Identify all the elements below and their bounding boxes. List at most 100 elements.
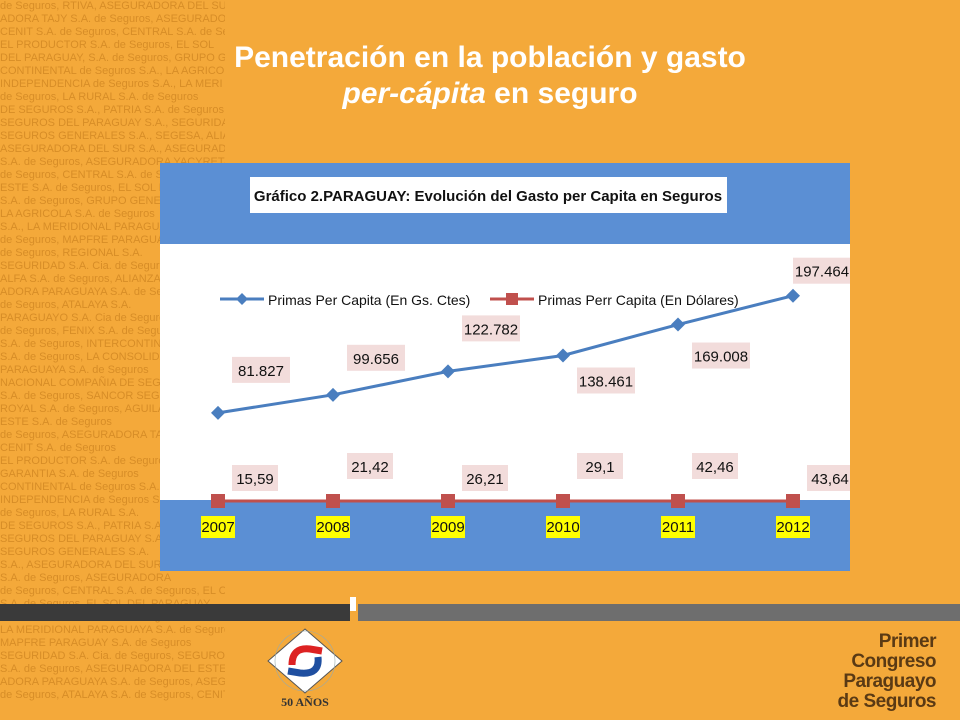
series-1-label-box bbox=[462, 315, 520, 342]
chart-title: Gráfico 2.PARAGUAY: Evolución del Gasto … bbox=[254, 188, 722, 205]
background-text-line: NACIONAL COMPAÑIA DE SEGUROS bbox=[0, 377, 193, 389]
background-text-line: CENIT S.A. de Seguros, CENTRAL S.A. de S… bbox=[0, 26, 225, 38]
background-text-line: S.A. de Seguros, SANCOR SEGUROS bbox=[0, 390, 192, 402]
background-text-line: de Seguros, RTIVA, ASEGURADORA DEL SUR bbox=[0, 0, 225, 12]
series-2-point bbox=[326, 494, 340, 508]
background-text-line: de Seguros, ATALAYA S.A. de Seguros, CEN… bbox=[0, 689, 225, 701]
background-text-line: ADORA PARAGUAYA S.A. de Seguros, ASEGURA… bbox=[0, 676, 225, 688]
category-label-box bbox=[316, 516, 350, 538]
background-text-line: CONTINENTAL de Seguros S.A. bbox=[0, 481, 160, 493]
series-1-point bbox=[326, 387, 340, 402]
legend-label-series-2: Primas Perr Capita (En Dólares) bbox=[538, 292, 739, 308]
event-name-line: de Seguros bbox=[837, 691, 937, 712]
background-text-line: LA AGRICOLA S.A. de Seguros bbox=[0, 208, 155, 220]
background-text-line: ROYAL S.A. de Seguros, AGUILA bbox=[0, 403, 166, 415]
background-text-line: de Seguros, CENTRAL S.A. de Seguros bbox=[0, 169, 197, 181]
series-1-point bbox=[671, 317, 685, 332]
series-2-point bbox=[671, 494, 685, 508]
background-text-line: de Seguros, LA RURAL S.A. bbox=[0, 507, 139, 519]
background-text-line: de Seguros, REGIONAL S.A. bbox=[0, 247, 143, 259]
background-text-line: S.A. de Seguros, LA CONSOLIDADA bbox=[0, 351, 183, 363]
category-label-box bbox=[431, 516, 465, 538]
background-text-line: ASEGURADORA DEL SUR S.A., ASEGURADORA bbox=[0, 143, 225, 155]
category-label: 2012 bbox=[776, 519, 809, 536]
category-label: 2008 bbox=[316, 519, 349, 536]
category-label-box bbox=[546, 516, 580, 538]
logo-diamond bbox=[267, 628, 343, 694]
series-2-data-label: 29,1 bbox=[585, 459, 614, 476]
slide-title-line2: per-cápita en seguro bbox=[160, 76, 820, 112]
background-text-line: SEGUROS GENERALES S.A., SEGESA, ALIANZA bbox=[0, 130, 225, 142]
association-logo bbox=[267, 628, 343, 694]
background-text-line: ADORA TAJY S.A. de Seguros, ASEGURADORA bbox=[0, 13, 225, 25]
series-1-label-box bbox=[692, 342, 750, 369]
slide-title-rest: en seguro bbox=[485, 77, 638, 110]
slide-title: Penetración en la población y gasto per-… bbox=[160, 40, 820, 112]
series-1-line bbox=[217, 294, 794, 415]
event-name-line: Primer bbox=[878, 631, 937, 652]
background-text-line: PARAGUAYA S.A. de Seguros bbox=[0, 364, 149, 376]
background-text-line: MAPFRE PARAGUAY S.A. de Seguros bbox=[0, 637, 192, 649]
series-2-point bbox=[441, 494, 455, 508]
background-text-line: de Seguros, CENTRAL S.A. de Seguros, EL … bbox=[0, 585, 225, 597]
chart-svg: Gráfico 2.PARAGUAY: Evolución del Gasto … bbox=[160, 177, 850, 538]
series-2-point bbox=[786, 494, 800, 508]
series-2-data-label: 15,59 bbox=[236, 471, 274, 488]
footer-bar-light bbox=[358, 604, 960, 621]
background-text-line: S.A., ASEGURADORA DEL SUR bbox=[0, 559, 162, 571]
background-text-line: EL PRODUCTOR S.A. de Seguros, EL SOL bbox=[0, 39, 215, 51]
series-1-point bbox=[441, 364, 455, 379]
background-text-line: PARAGUAYO S.A. Cia de Seguros bbox=[0, 312, 171, 324]
event-name-line: Congreso bbox=[851, 651, 936, 672]
series-1-data-label: 169.008 bbox=[694, 349, 748, 366]
background-text-line: SEGURIDAD S.A. Cia. de Seguros, SEGUROS … bbox=[0, 650, 225, 662]
background-text-line: DEL PARAGUAY, S.A. de Seguros, GRUPO GEN bbox=[0, 52, 225, 64]
series-1-label-box bbox=[577, 367, 635, 394]
background-text-line: SEGURIDAD S.A. Cia. de Seguros bbox=[0, 260, 172, 272]
series-2-point bbox=[211, 494, 225, 508]
background-text-line: INDEPENDENCIA de Seguros S.A., LA MERI bbox=[0, 78, 223, 90]
category-label: 2009 bbox=[431, 519, 464, 536]
series-2-label-box bbox=[807, 465, 850, 491]
series-2-label-box bbox=[462, 465, 508, 491]
series-2-data-label: 26,21 bbox=[466, 471, 504, 488]
series-1-point bbox=[786, 288, 800, 303]
chart-panel: Gráfico 2.PARAGUAY: Evolución del Gasto … bbox=[160, 163, 850, 571]
series-1-data-label: 81.827 bbox=[238, 363, 284, 380]
background-text-line: de Seguros, ASEGURADORA TAJY bbox=[0, 429, 176, 441]
background-text-line: de Seguros, MAPFRE PARAGUAY bbox=[0, 234, 171, 246]
series-1-label-box bbox=[232, 356, 290, 383]
series-2-label-box bbox=[692, 453, 738, 479]
chart-title-box bbox=[250, 177, 727, 213]
series-1-label-box bbox=[793, 257, 850, 284]
series-2-label-box bbox=[232, 465, 278, 491]
series-2-label-box bbox=[577, 453, 623, 479]
background-text-line: SEGUROS DEL PARAGUAY S.A. bbox=[0, 533, 166, 545]
background-text-line: GARANTIA S.A. de Seguros bbox=[0, 468, 139, 480]
legend-marker-series-2 bbox=[506, 293, 518, 305]
legend-marker-series-1 bbox=[236, 293, 248, 305]
category-label: 2007 bbox=[201, 519, 234, 536]
background-text-line: ESTE S.A. de Seguros bbox=[0, 416, 112, 428]
background-text-line: S.A., LA MERIDIONAL PARAGUAYA bbox=[0, 221, 180, 233]
series-2-label-box bbox=[347, 453, 393, 479]
series-1-point bbox=[556, 348, 570, 363]
background-text-line: S.A. de Seguros, ASEGURADORA DEL ESTE S.… bbox=[0, 663, 225, 675]
background-text-line: S.A. de Seguros, ASEGURADORA bbox=[0, 572, 172, 584]
category-label: 2011 bbox=[662, 519, 694, 536]
background-text-line: de Seguros, LA RURAL S.A. de Seguros bbox=[0, 91, 199, 103]
background-text-line: CONTINENTAL de Seguros S.A., LA AGRICOLA bbox=[0, 65, 225, 77]
series-1-data-label: 99.656 bbox=[353, 351, 399, 368]
series-1-point bbox=[211, 405, 225, 420]
footer-bar-dark bbox=[0, 604, 350, 621]
logo-caption: 50 AÑOS bbox=[281, 695, 329, 709]
logo-stroke-blue bbox=[287, 656, 322, 677]
background-text-line: EL PRODUCTOR S.A. de Seguros bbox=[0, 455, 170, 467]
footer-bar-notch bbox=[350, 597, 356, 611]
event-name-line: Paraguayo bbox=[843, 671, 936, 692]
series-2-data-label: 42,46 bbox=[696, 459, 734, 476]
series-1-data-label: 122.782 bbox=[464, 321, 518, 338]
background-text-line: ALFA S.A. de Seguros, ALIANZA bbox=[0, 273, 161, 285]
background-text-line: de Seguros, ATALAYA S.A. bbox=[0, 299, 132, 311]
background-text-line: LA MERIDIONAL PARAGUAYA S.A. de Seguros bbox=[0, 624, 225, 636]
